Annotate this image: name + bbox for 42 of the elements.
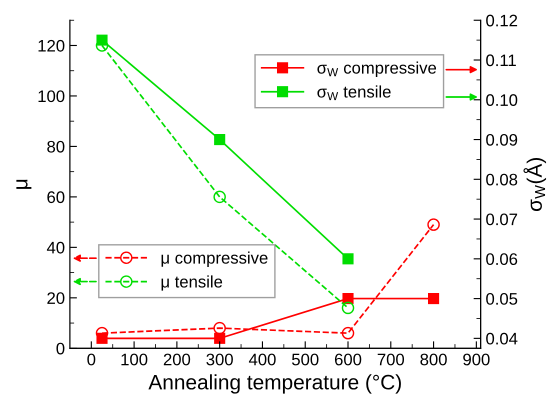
y2-tick-label: 0.09 [486,134,518,146]
y-axis-title: μ [16,180,32,189]
y2-tick-label: 0.08 [486,174,518,186]
y2-axis-title: σ$_{W}$(Å) [523,158,546,212]
x-tick-label: 100 [121,354,148,366]
point [342,302,354,314]
x-tick-label: 900 [463,354,490,366]
y-tick-label: 60 [47,191,64,204]
y2-tick-label: 0.04 [486,332,518,345]
point [214,134,226,146]
point [213,190,226,204]
point [427,218,440,231]
point [213,322,226,334]
x-axis-title: Annealing temperature (°C) [148,374,401,394]
point [214,332,226,344]
x-tick-label: 300 [206,354,233,366]
y2-tick-label: 0.07 [486,213,518,226]
y-tick-label: 120 [38,40,64,52]
legend-label: σ$_{W}$ tensile [317,85,391,100]
x-tick-label: 800 [420,354,447,366]
y2-tick-label: 0.11 [486,54,516,66]
y2-tick-label: 0.10 [486,94,518,106]
legend-label: μ compressive [162,252,268,268]
x-tick-label: 500 [292,354,318,366]
y2-tick-label: 0.06 [486,253,518,266]
legend-label: σ$_{W}$ compressive [317,61,436,78]
y-tick-label: 100 [38,90,64,102]
y-tick-label: 40 [46,242,64,254]
x-tick-label: 200 [164,354,190,366]
x-tick-label: 600 [334,354,362,366]
y-tick-label: 80 [47,140,64,153]
point [428,293,440,304]
point [342,326,354,340]
legend-label: μ tensile [162,275,222,291]
y-tick-label: 20 [47,292,64,304]
y2-tick-label: 0.12 [486,14,518,26]
y-tick-label: 0 [56,342,64,355]
x-tick-label: 0 [87,354,96,366]
x-tick-label: 700 [378,354,404,366]
point [342,253,354,264]
y2-tick-label: 0.05 [486,292,518,305]
x-tick-label: 400 [248,354,276,366]
